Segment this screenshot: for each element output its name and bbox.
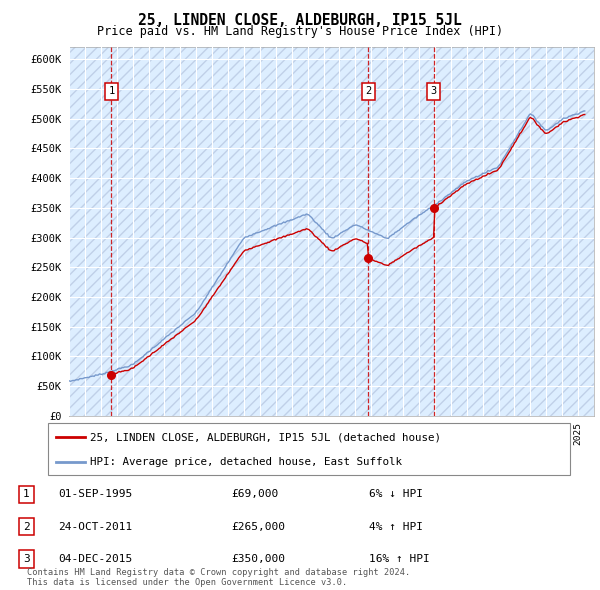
Text: 24-OCT-2011: 24-OCT-2011: [58, 522, 133, 532]
Text: £265,000: £265,000: [231, 522, 285, 532]
Text: 3: 3: [431, 87, 437, 96]
Text: 1: 1: [23, 490, 30, 500]
Text: 6% ↓ HPI: 6% ↓ HPI: [369, 490, 423, 500]
Text: Price paid vs. HM Land Registry's House Price Index (HPI): Price paid vs. HM Land Registry's House …: [97, 25, 503, 38]
Text: 25, LINDEN CLOSE, ALDEBURGH, IP15 5JL (detached house): 25, LINDEN CLOSE, ALDEBURGH, IP15 5JL (d…: [90, 432, 441, 442]
Text: 25, LINDEN CLOSE, ALDEBURGH, IP15 5JL: 25, LINDEN CLOSE, ALDEBURGH, IP15 5JL: [138, 13, 462, 28]
Text: 4% ↑ HPI: 4% ↑ HPI: [369, 522, 423, 532]
Text: 2: 2: [365, 87, 371, 96]
Text: 04-DEC-2015: 04-DEC-2015: [58, 553, 133, 563]
Text: 01-SEP-1995: 01-SEP-1995: [58, 490, 133, 500]
Text: Contains HM Land Registry data © Crown copyright and database right 2024.: Contains HM Land Registry data © Crown c…: [27, 568, 410, 577]
Text: £350,000: £350,000: [231, 553, 285, 563]
Text: 3: 3: [23, 553, 30, 563]
Text: 16% ↑ HPI: 16% ↑ HPI: [369, 553, 430, 563]
Text: This data is licensed under the Open Government Licence v3.0.: This data is licensed under the Open Gov…: [27, 578, 347, 587]
Text: 1: 1: [109, 87, 115, 96]
Text: HPI: Average price, detached house, East Suffolk: HPI: Average price, detached house, East…: [90, 457, 402, 467]
Text: £69,000: £69,000: [231, 490, 278, 500]
FancyBboxPatch shape: [48, 423, 570, 475]
Text: 2: 2: [23, 522, 30, 532]
